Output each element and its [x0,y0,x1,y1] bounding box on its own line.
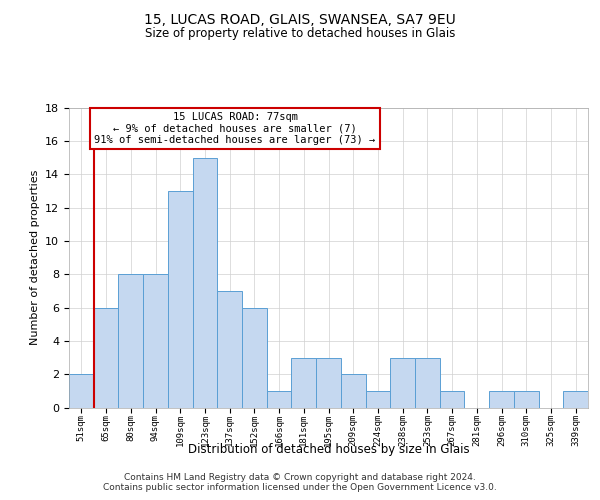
Bar [415,358,440,408]
Text: 15 LUCAS ROAD: 77sqm
← 9% of detached houses are smaller (7)
91% of semi-detache: 15 LUCAS ROAD: 77sqm ← 9% of detached ho… [94,112,376,145]
Bar [168,191,193,408]
Bar [489,391,514,407]
Bar [193,158,217,408]
Bar [365,391,390,407]
Text: Size of property relative to detached houses in Glais: Size of property relative to detached ho… [145,28,455,40]
Bar [267,391,292,407]
Text: Contains public sector information licensed under the Open Government Licence v3: Contains public sector information licen… [103,484,497,492]
Bar [242,308,267,408]
Bar [143,274,168,407]
Bar [217,291,242,408]
Bar [563,391,588,407]
Bar [292,358,316,408]
Bar [316,358,341,408]
Bar [440,391,464,407]
Text: Contains HM Land Registry data © Crown copyright and database right 2024.: Contains HM Land Registry data © Crown c… [124,472,476,482]
Bar [94,308,118,408]
Text: 15, LUCAS ROAD, GLAIS, SWANSEA, SA7 9EU: 15, LUCAS ROAD, GLAIS, SWANSEA, SA7 9EU [144,12,456,26]
Bar [69,374,94,408]
Y-axis label: Number of detached properties: Number of detached properties [29,170,40,345]
Bar [118,274,143,407]
Bar [390,358,415,408]
Text: Distribution of detached houses by size in Glais: Distribution of detached houses by size … [188,442,470,456]
Bar [514,391,539,407]
Bar [341,374,365,408]
